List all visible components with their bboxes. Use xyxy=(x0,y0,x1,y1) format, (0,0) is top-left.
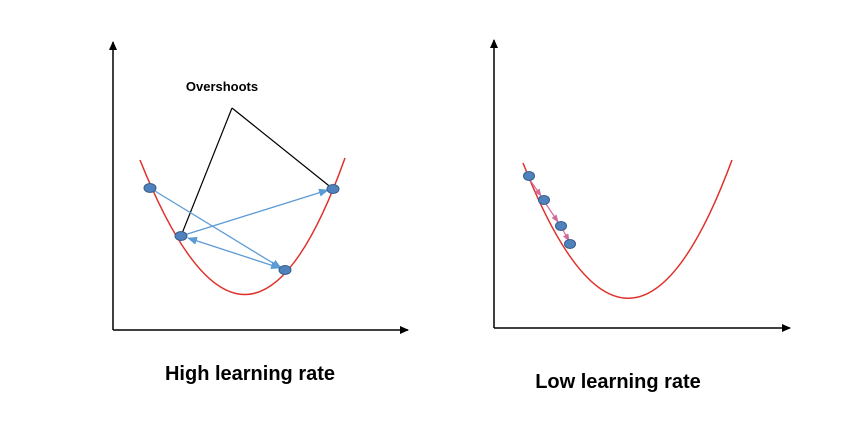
loss-curve xyxy=(139,157,346,296)
point xyxy=(555,221,567,231)
pointer-line xyxy=(180,107,233,237)
point xyxy=(538,195,550,205)
step-arrow xyxy=(545,203,559,223)
point xyxy=(278,265,292,275)
left-panel: Overshoots High learning rate xyxy=(109,41,409,385)
point xyxy=(174,231,188,241)
step-arrow xyxy=(187,236,281,270)
caption: Low learning rate xyxy=(535,371,701,393)
pointer-line xyxy=(231,107,334,190)
point xyxy=(143,183,157,193)
annotation: Overshoots xyxy=(186,79,258,94)
step-arrow xyxy=(529,179,542,197)
point xyxy=(326,184,340,194)
caption: High learning rate xyxy=(165,363,335,385)
right-panel: Low learning rate xyxy=(490,39,791,393)
point xyxy=(564,239,576,249)
point xyxy=(523,171,535,181)
step-arrow xyxy=(562,229,570,242)
step-arrow xyxy=(149,187,282,269)
step-arrow xyxy=(180,188,329,237)
loss-curve xyxy=(522,159,733,299)
